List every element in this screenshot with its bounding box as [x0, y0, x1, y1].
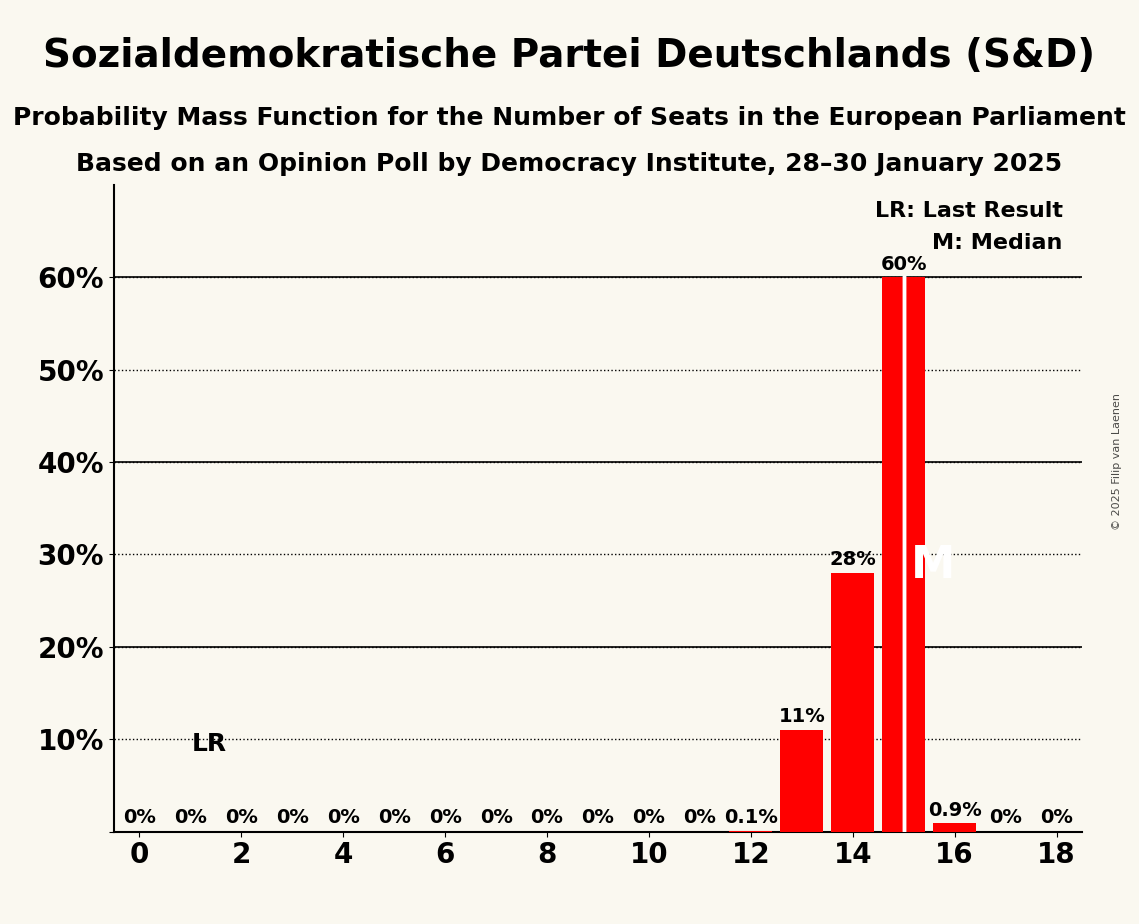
Text: © 2025 Filip van Laenen: © 2025 Filip van Laenen	[1112, 394, 1122, 530]
Text: LR: LR	[191, 733, 227, 756]
Text: 0%: 0%	[276, 808, 309, 827]
Text: 0.9%: 0.9%	[928, 800, 982, 820]
Text: Probability Mass Function for the Number of Seats in the European Parliament: Probability Mass Function for the Number…	[13, 106, 1126, 130]
Text: 0%: 0%	[531, 808, 564, 827]
Text: 11%: 11%	[778, 707, 825, 726]
Text: 0%: 0%	[683, 808, 716, 827]
Bar	[882, 277, 925, 832]
Text: 0%: 0%	[428, 808, 461, 827]
Text: 0%: 0%	[480, 808, 513, 827]
Bar	[729, 831, 772, 832]
Text: Based on an Opinion Poll by Democracy Institute, 28–30 January 2025: Based on an Opinion Poll by Democracy In…	[76, 152, 1063, 176]
Text: LR: Last Result: LR: Last Result	[875, 201, 1063, 221]
Text: 0%: 0%	[632, 808, 665, 827]
Text: M: M	[911, 544, 956, 587]
Text: M: Median: M: Median	[933, 233, 1063, 253]
Text: 28%: 28%	[829, 550, 876, 569]
Text: 0%: 0%	[1040, 808, 1073, 827]
Text: 0%: 0%	[224, 808, 257, 827]
Text: 0%: 0%	[327, 808, 360, 827]
Bar	[780, 730, 823, 832]
Text: 0%: 0%	[174, 808, 207, 827]
Text: 0%: 0%	[378, 808, 410, 827]
Text: 0%: 0%	[582, 808, 614, 827]
Bar	[831, 573, 875, 832]
Text: 0%: 0%	[989, 808, 1022, 827]
Text: 0%: 0%	[123, 808, 156, 827]
Text: 60%: 60%	[880, 254, 927, 274]
Bar	[933, 823, 976, 832]
Text: Sozialdemokratische Partei Deutschlands (S&D): Sozialdemokratische Partei Deutschlands …	[43, 37, 1096, 75]
Text: 0.1%: 0.1%	[724, 808, 778, 827]
